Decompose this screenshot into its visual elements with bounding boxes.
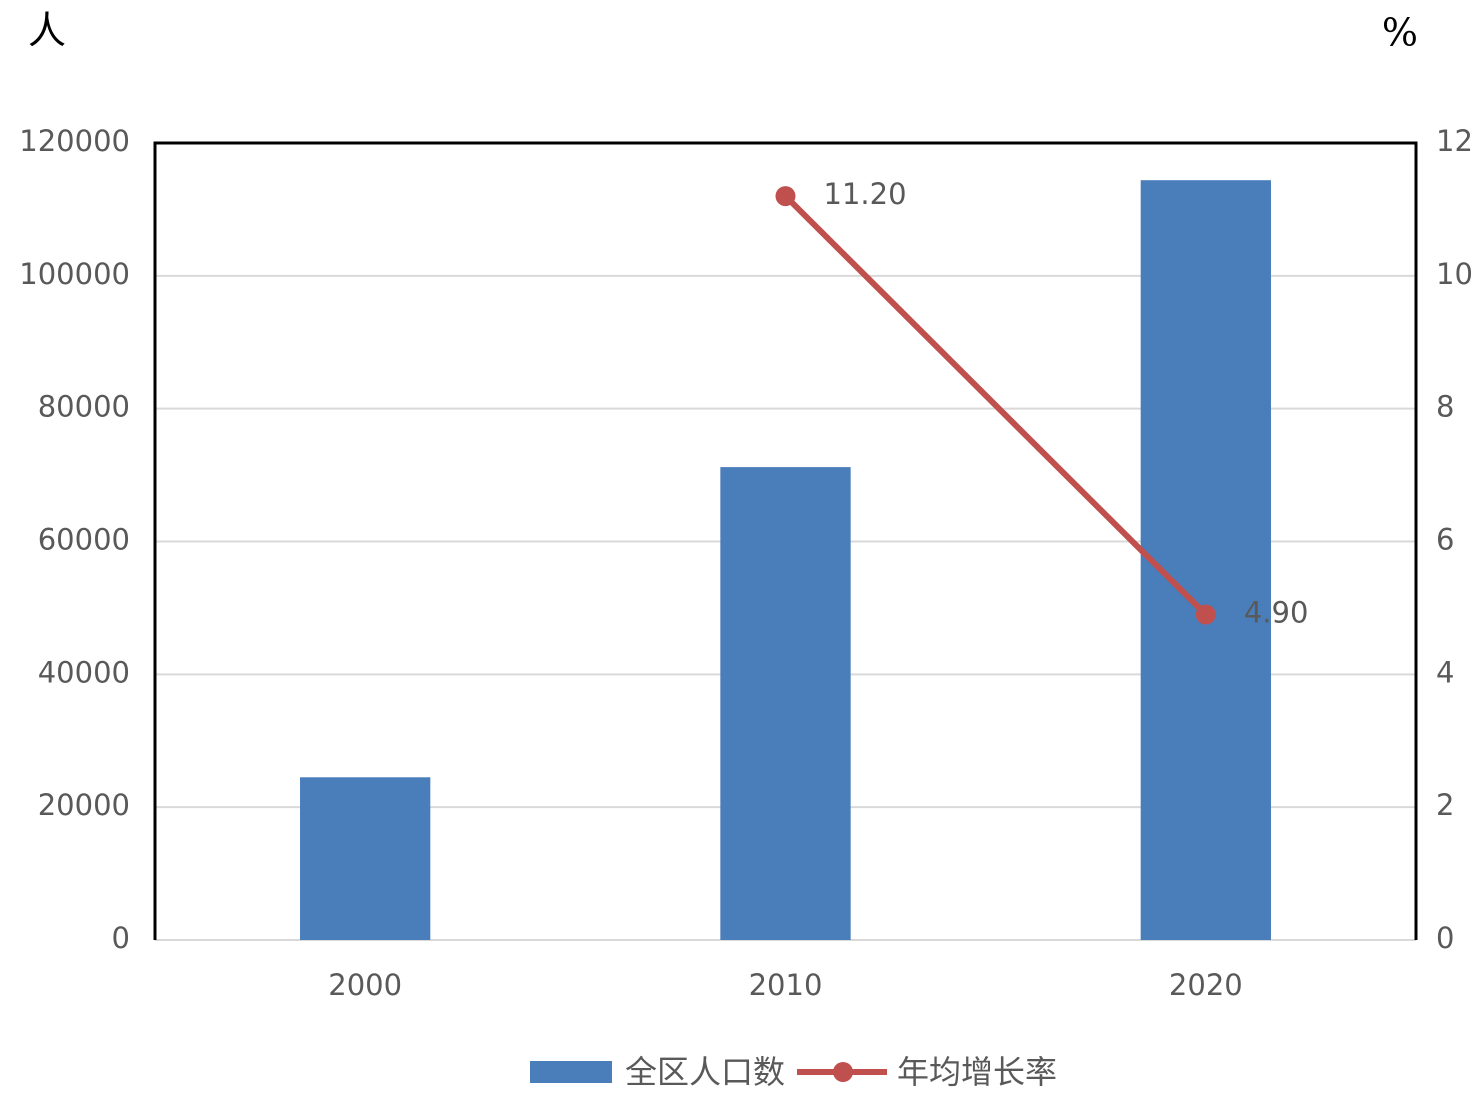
legend-label: 年均增长率 [897, 1053, 1057, 1091]
y-tick-label: 120000 [19, 124, 130, 158]
x-tick-label: 2020 [1169, 968, 1243, 1002]
bar [1140, 180, 1271, 940]
line-marker [775, 186, 796, 207]
y2-axis-label: % [1382, 11, 1418, 55]
x-tick-label: 2000 [328, 968, 402, 1002]
data-label: 4.90 [1244, 596, 1309, 630]
y2-tick-label: 12 [1436, 124, 1473, 158]
y-tick-label: 100000 [19, 257, 130, 291]
y-tick-label: 20000 [38, 788, 130, 822]
bar [720, 467, 851, 940]
y2-tick-label: 8 [1436, 390, 1454, 424]
plot-frame [153, 141, 1418, 940]
y2-tick-label: 10 [1436, 257, 1473, 291]
x-tick-label: 2010 [749, 968, 823, 1002]
y-axis-label: 人 [28, 9, 66, 53]
y2-tick-label: 4 [1436, 655, 1454, 689]
legend-label: 全区人口数 [625, 1053, 785, 1091]
line [783, 194, 1208, 617]
y-tick-label: 80000 [38, 390, 130, 424]
y-tick-label: 0 [112, 921, 130, 955]
data-label: 11.20 [824, 177, 907, 211]
y-tick-label: 40000 [38, 655, 130, 689]
y2-tick-label: 0 [1436, 921, 1454, 955]
legend-swatch [530, 1061, 612, 1083]
bar [300, 777, 431, 940]
line-marker [1195, 604, 1216, 625]
y2-tick-label: 2 [1436, 788, 1454, 822]
y-tick-label: 60000 [38, 523, 130, 557]
legend-swatch-marker [833, 1062, 854, 1082]
y2-tick-label: 6 [1436, 523, 1454, 557]
